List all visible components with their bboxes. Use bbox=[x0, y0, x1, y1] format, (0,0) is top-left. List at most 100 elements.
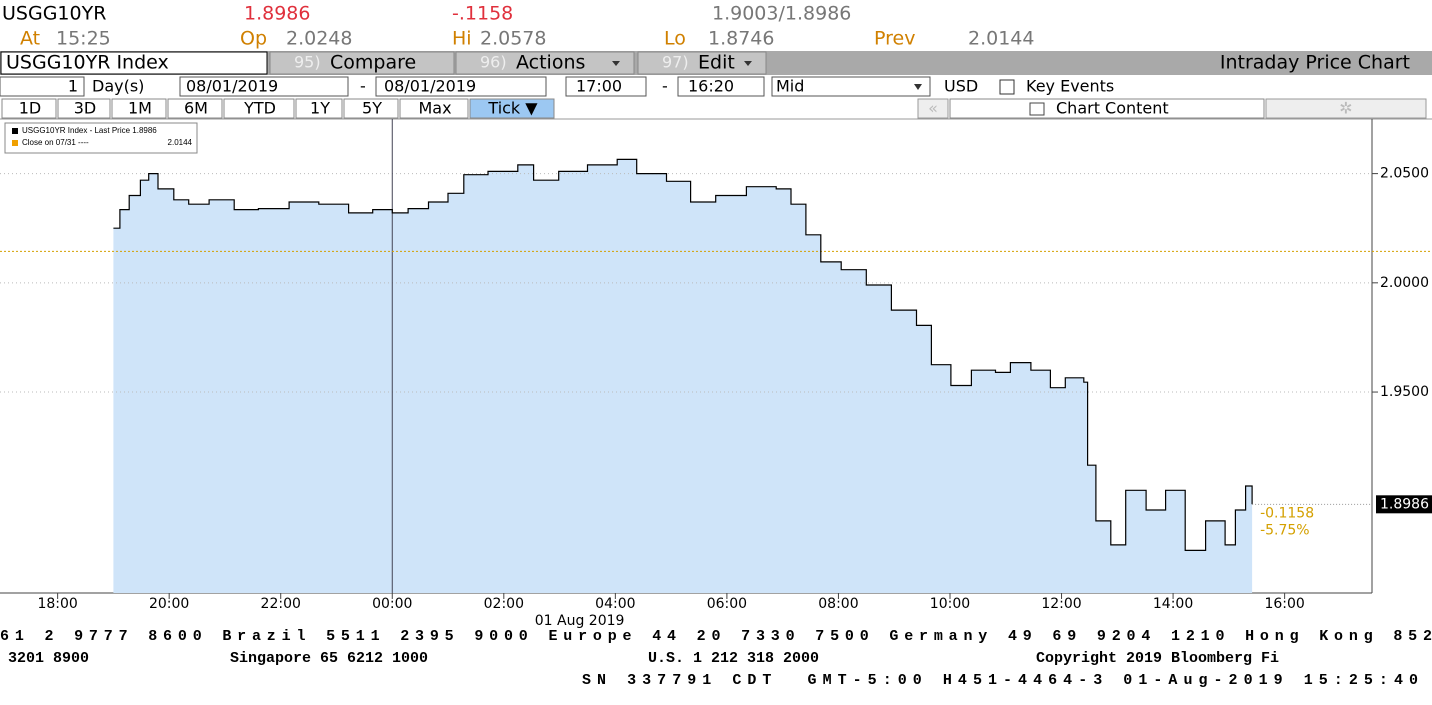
chart-content-button[interactable] bbox=[949, 98, 1265, 119]
from-time: 17:00 bbox=[576, 77, 622, 96]
field-label: Hi bbox=[452, 28, 472, 50]
period-label: 1M bbox=[128, 99, 152, 118]
x-tick-label: 08:00 bbox=[818, 596, 858, 612]
period-button[interactable] bbox=[399, 98, 469, 119]
legend-value: 2.0144 bbox=[168, 138, 193, 147]
dash: - bbox=[360, 77, 366, 96]
bid-ask: 1.9003/1.8986 bbox=[712, 3, 851, 25]
annotation: -0.1158 bbox=[1260, 505, 1314, 521]
footer-segment: Singapore 65 6212 1000 bbox=[230, 650, 428, 667]
price-area bbox=[113, 159, 1253, 593]
range-count: 1 bbox=[68, 77, 78, 96]
count-box[interactable] bbox=[0, 76, 85, 97]
period-button[interactable] bbox=[111, 98, 167, 119]
period-button[interactable] bbox=[1, 98, 57, 119]
from-date-box[interactable] bbox=[179, 76, 349, 97]
period-button[interactable] bbox=[57, 98, 111, 119]
from-date: 08/01/2019 bbox=[186, 77, 278, 96]
menu-label: Edit bbox=[698, 52, 735, 74]
last-price-label: 1.8986 bbox=[1380, 496, 1429, 512]
menu-label: Compare bbox=[330, 52, 416, 74]
mode: Mid bbox=[776, 77, 804, 96]
collapse-icon: « bbox=[928, 99, 938, 118]
x-tick-label: 06:00 bbox=[707, 596, 747, 612]
menu-key: 96) bbox=[480, 53, 507, 72]
x-tick-label: 10:00 bbox=[930, 596, 970, 612]
x-tick-label: 02:00 bbox=[484, 596, 524, 612]
period-button[interactable] bbox=[469, 98, 555, 119]
x-tick-label: 20:00 bbox=[149, 596, 189, 612]
field-value: 1.8746 bbox=[708, 28, 774, 50]
to-date-box[interactable] bbox=[375, 76, 547, 97]
y-tick-label: 2.0000 bbox=[1380, 275, 1429, 291]
legend-swatch bbox=[12, 140, 18, 146]
ticker: USGG10YR bbox=[2, 3, 106, 25]
footer-line: 61 2 9777 8600 Brazil 5511 2395 9000 Eur… bbox=[0, 628, 1432, 645]
x-tick-label: 12:00 bbox=[1041, 596, 1081, 612]
x-tick-label: 22:00 bbox=[261, 596, 301, 612]
field-label: Lo bbox=[664, 28, 686, 50]
footer-segment: 3201 8900 bbox=[8, 650, 89, 667]
footer-line: SN 337791 CDT GMT-5:00 H451-4464-3 01-Au… bbox=[582, 672, 1418, 689]
to-time-box[interactable] bbox=[677, 76, 765, 97]
period-label: Tick ▼ bbox=[487, 99, 538, 118]
annotation: -5.75% bbox=[1260, 522, 1310, 538]
dash: - bbox=[662, 77, 668, 96]
field-label: Prev bbox=[874, 28, 915, 50]
x-tick-label: 00:00 bbox=[372, 596, 412, 612]
date-label: 01 Aug 2019 bbox=[535, 613, 625, 629]
period-label: 1Y bbox=[310, 99, 330, 118]
menu-arrow bbox=[744, 61, 752, 66]
menu-button[interactable] bbox=[455, 51, 635, 75]
field-value: 2.0144 bbox=[968, 28, 1034, 50]
last-price: 1.8986 bbox=[244, 3, 310, 25]
x-tick-label: 14:00 bbox=[1153, 596, 1193, 612]
dropdown-arrow bbox=[914, 84, 922, 90]
y-tick-label: 2.0500 bbox=[1380, 166, 1429, 182]
menu-key: 97) bbox=[662, 53, 689, 72]
field-label: Op bbox=[240, 28, 267, 50]
y-tick-label: 1.9500 bbox=[1380, 384, 1429, 400]
period-label: YTD bbox=[243, 99, 276, 118]
period-label: 3D bbox=[74, 99, 97, 118]
menu-label: Actions bbox=[516, 52, 585, 74]
period-label: 6M bbox=[184, 99, 208, 118]
key-events: Key Events bbox=[1026, 77, 1114, 96]
period-label: 5Y bbox=[362, 99, 382, 118]
range-bar bbox=[0, 76, 1432, 98]
checkbox[interactable] bbox=[999, 79, 1015, 95]
field-label: At bbox=[20, 28, 40, 50]
chart-icon bbox=[1029, 102, 1045, 116]
from-time-box[interactable] bbox=[565, 76, 647, 97]
last-price-box bbox=[1376, 495, 1432, 514]
mode-select[interactable] bbox=[771, 76, 931, 97]
period-label: Max bbox=[418, 99, 451, 118]
period-button[interactable] bbox=[295, 98, 343, 119]
menu-arrow bbox=[612, 61, 620, 66]
settings-icon: ✲ bbox=[1339, 99, 1352, 118]
price-line bbox=[113, 158, 1253, 551]
legend-label: Close on 07/31 ---- bbox=[22, 138, 89, 147]
legend-swatch bbox=[12, 128, 18, 134]
range-unit: Day(s) bbox=[92, 77, 144, 96]
legend-label: USGG10YR Index - Last Price 1.8986 bbox=[22, 126, 157, 135]
security: USGG10YR Index bbox=[6, 52, 169, 74]
to-date: 08/01/2019 bbox=[384, 77, 476, 96]
menu-key: 95) bbox=[294, 53, 321, 72]
field-value: 2.0248 bbox=[286, 28, 352, 50]
period-button[interactable] bbox=[343, 98, 399, 119]
period-button[interactable] bbox=[167, 98, 223, 119]
collapse-button[interactable] bbox=[917, 98, 949, 119]
to-time: 16:20 bbox=[688, 77, 734, 96]
settings-button[interactable] bbox=[1265, 98, 1427, 119]
legend-box bbox=[4, 122, 198, 154]
plot bbox=[0, 119, 1432, 593]
field-value: 15:25 bbox=[56, 28, 111, 50]
period-button[interactable] bbox=[223, 98, 295, 119]
menu-button[interactable] bbox=[269, 51, 455, 75]
menu-button[interactable] bbox=[637, 51, 767, 75]
x-tick-label: 04:00 bbox=[595, 596, 635, 612]
security-box[interactable] bbox=[0, 51, 268, 75]
